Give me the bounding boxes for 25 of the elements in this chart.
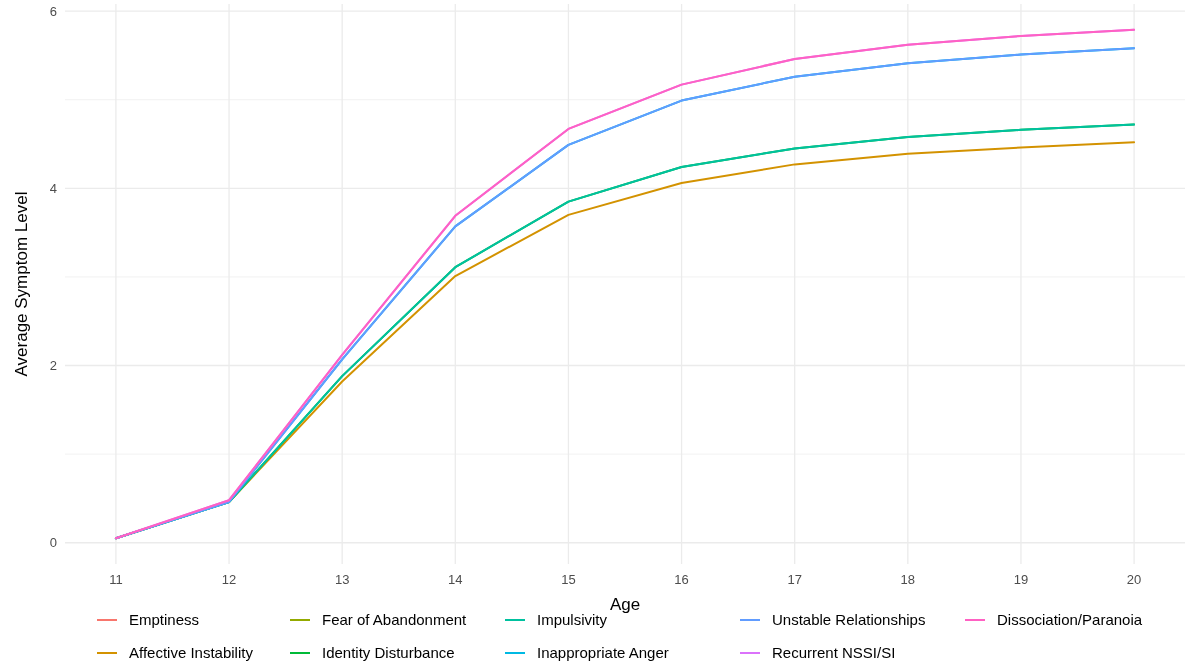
legend-label: Identity Disturbance — [322, 644, 455, 662]
x-axis-title: Age — [609, 595, 641, 614]
x-tick-label: 18 — [900, 572, 916, 587]
y-tick-label: 6 — [49, 3, 57, 19]
legend-label: Impulsivity — [537, 611, 608, 629]
y-axis-title: Average Symptom Level — [12, 191, 31, 377]
x-tick-label: 20 — [1126, 572, 1142, 587]
legend-label: Dissociation/Paranoia — [997, 611, 1143, 629]
y-tick-label: 0 — [49, 535, 57, 551]
legend-label: Unstable Relationships — [772, 611, 926, 629]
y-tick-label: 2 — [49, 358, 57, 374]
x-tick-label: 15 — [561, 572, 576, 587]
legend-label: Recurrent NSSI/SI — [772, 644, 896, 662]
y-tick-label: 4 — [49, 180, 57, 196]
legend-label: Emptiness — [129, 611, 200, 629]
x-tick-label: 19 — [1013, 572, 1029, 587]
x-tick-label: 14 — [448, 572, 463, 587]
x-tick-label: 11 — [109, 572, 123, 587]
x-tick-label: 13 — [334, 572, 350, 587]
legend-label: Affective Instability — [129, 644, 254, 662]
legend-label: Fear of Abandonment — [322, 611, 468, 629]
x-tick-label: 17 — [787, 572, 802, 587]
x-tick-label: 16 — [674, 572, 689, 587]
legend-label: Inappropriate Anger — [537, 644, 669, 662]
x-tick-label: 12 — [221, 572, 237, 587]
